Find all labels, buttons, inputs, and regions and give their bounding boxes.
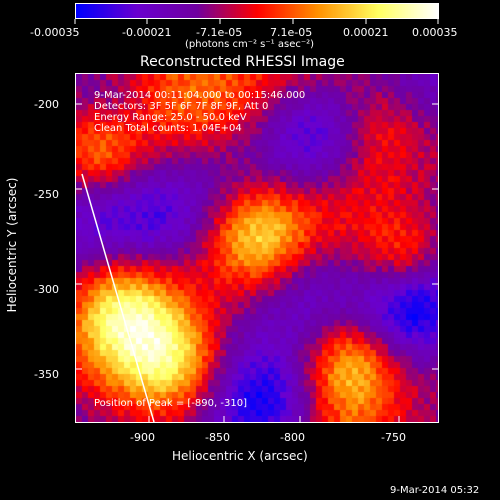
x-tick-label: -850	[205, 431, 230, 444]
x-tick-label: -800	[280, 431, 305, 444]
colorbar-unit-label: (photons cm⁻² s⁻¹ asec⁻²)	[185, 39, 315, 50]
colorbar-tick-label: 0.00035	[412, 26, 458, 39]
timestamp: 9-Mar-2014 05:32	[390, 485, 480, 496]
y-tick-label: -350	[34, 368, 59, 381]
annotation-time-range: 9-Mar-2014 00:11:04.000 to 00:15:46.000	[94, 90, 306, 101]
annotation-detectors: Detectors: 3F 5F 6F 7F 8F 9F, Att 0	[94, 101, 269, 112]
plot-title: Reconstructed RHESSI Image	[140, 54, 345, 70]
colorbar	[75, 3, 439, 19]
x-tick-label: -750	[381, 431, 406, 444]
colorbar-tick-label: 7.1e-05	[270, 26, 313, 39]
x-tick-label: -900	[130, 431, 155, 444]
plot-area: 9-Mar-2014 00:11:04.000 to 00:15:46.000 …	[75, 73, 439, 423]
colorbar-tick-label: -0.00021	[122, 26, 172, 39]
y-tick-label: -200	[34, 98, 59, 111]
x-axis-label: Heliocentric X (arcsec)	[172, 449, 308, 463]
colorbar-tick-label: -0.00035	[30, 26, 80, 39]
colorbar-ticks	[74, 19, 439, 24]
annotation-energy: Energy Range: 25.0 - 50.0 keV	[94, 112, 247, 123]
annotation-clean: Clean Total counts: 1.04E+04	[94, 123, 242, 134]
colorbar-tick-label: -7.1e-05	[196, 26, 243, 39]
y-tick-label: -250	[34, 188, 59, 201]
y-tick-label: -300	[34, 283, 59, 296]
colorbar-tick-label: 0.00021	[343, 26, 389, 39]
y-axis-label: Heliocentric Y (arcsec)	[5, 177, 19, 313]
annotation-peak-position: Position of Peak = [-890, -310]	[94, 398, 247, 409]
